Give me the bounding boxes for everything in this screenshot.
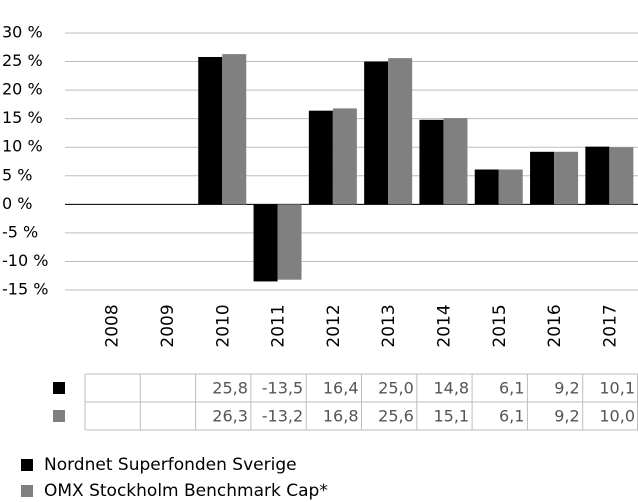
legend-swatch [53, 410, 65, 422]
bar [364, 61, 389, 205]
legend-label: Nordnet Superfonden Sverige [44, 455, 297, 475]
y-tick-label: -10 % [2, 251, 48, 270]
table-value: -13,2 [262, 407, 303, 426]
x-tick-label: 2015 [490, 304, 510, 347]
bar [609, 147, 634, 205]
legend-swatch [21, 485, 33, 497]
y-tick-label: 0 % [2, 194, 32, 213]
y-tick-label: 25 % [2, 51, 43, 70]
bar [530, 151, 555, 205]
x-tick-label: 2013 [379, 304, 399, 347]
y-tick-label: 5 % [2, 165, 32, 184]
y-tick-label: -15 % [2, 280, 48, 299]
x-tick-label: 2010 [213, 304, 233, 347]
table-value: 25,6 [378, 407, 414, 426]
bar [198, 56, 223, 205]
y-tick-label: 20 % [2, 80, 43, 99]
x-tick-label: 2009 [158, 304, 178, 347]
legend-label: OMX Stockholm Benchmark Cap* [44, 481, 328, 501]
table-value: 25,8 [212, 379, 248, 398]
x-tick-label: 2011 [269, 304, 289, 347]
bar [585, 146, 610, 205]
y-tick-label: 30 % [2, 23, 43, 42]
table-value: 9,2 [554, 407, 579, 426]
table-value: 16,4 [323, 379, 359, 398]
bar [332, 108, 357, 205]
bar [474, 169, 499, 205]
table-value: 10,1 [599, 379, 635, 398]
bar [308, 110, 333, 205]
table-value: 15,1 [433, 407, 469, 426]
bar [388, 58, 413, 205]
table-value: 14,8 [433, 379, 469, 398]
bar [443, 118, 468, 205]
table-value: 25,0 [378, 379, 414, 398]
table-value: 9,2 [554, 379, 579, 398]
x-tick-label: 2014 [434, 304, 454, 347]
x-tick-label: 2016 [545, 304, 565, 347]
table-value: 6,1 [499, 379, 524, 398]
y-tick-label: -5 % [2, 222, 38, 241]
bar [419, 119, 444, 205]
table-value: 6,1 [499, 407, 524, 426]
table-value: -13,5 [262, 379, 303, 398]
y-tick-label: 15 % [2, 108, 43, 127]
x-tick-label: 2017 [600, 304, 620, 347]
x-tick-label: 2012 [324, 304, 344, 347]
x-tick-label: 2008 [103, 304, 123, 347]
table-value: 16,8 [323, 407, 359, 426]
bar [498, 169, 523, 205]
table-value: 26,3 [212, 407, 248, 426]
table-value: 10,0 [599, 407, 635, 426]
legend-swatch [53, 382, 65, 394]
bar [277, 204, 302, 280]
bar [222, 54, 247, 205]
legend-swatch [21, 459, 33, 471]
bar [253, 204, 278, 282]
bar [554, 151, 579, 205]
y-tick-label: 10 % [2, 137, 43, 156]
